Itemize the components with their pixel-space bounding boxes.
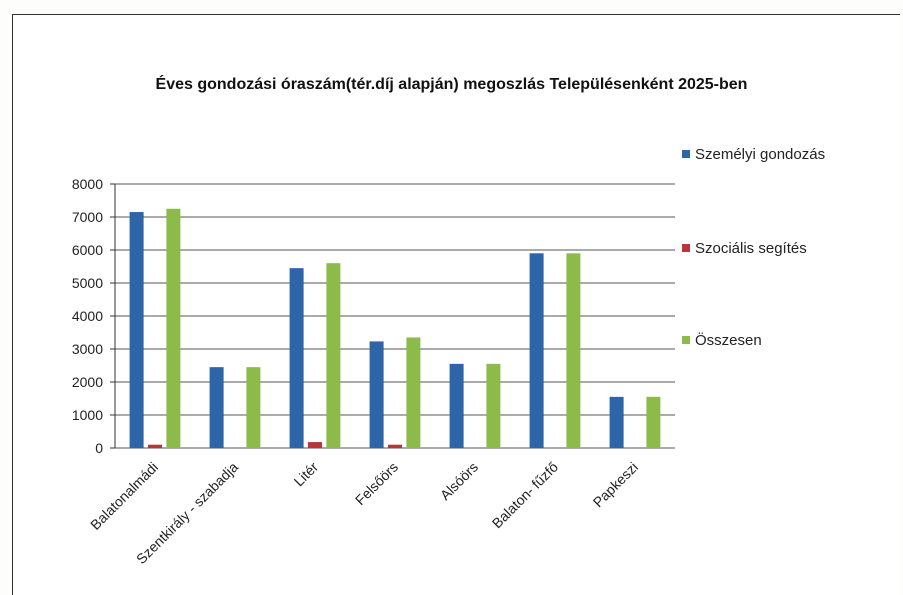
y-tick-label: 4000 <box>72 308 103 324</box>
legend-label-szocialis: Szociális segítés <box>695 240 807 257</box>
bar <box>609 396 624 448</box>
bar <box>166 208 181 448</box>
y-tick-label: 0 <box>95 440 103 456</box>
y-tick-label: 5000 <box>72 275 103 291</box>
bars <box>129 208 661 448</box>
bar <box>388 444 402 448</box>
y-axis: 0 1000 2000 3000 4000 5000 6000 7000 8000 <box>72 176 116 456</box>
legend-swatch-szemelyi <box>682 150 690 158</box>
bar <box>148 444 162 448</box>
bar <box>246 367 261 448</box>
bar <box>369 341 384 448</box>
chart-title: Éves gondozási óraszám(tér.díj alapján) … <box>155 76 748 93</box>
bar <box>646 396 661 448</box>
x-tick-label: Balaton- fűzfő <box>489 459 562 532</box>
bar <box>209 367 224 448</box>
y-tick-label: 7000 <box>72 209 103 225</box>
bar <box>129 212 144 448</box>
bar <box>406 337 421 448</box>
bar <box>566 253 581 448</box>
chart-frame <box>12 14 900 595</box>
x-tick-label: Felsőörs <box>352 459 401 508</box>
x-tick-label: Papkeszi <box>590 459 641 510</box>
y-tick-label: 6000 <box>72 242 103 258</box>
legend-item-szemelyi: Személyi gondozás <box>682 146 825 163</box>
bar <box>326 263 341 448</box>
bar <box>308 442 322 448</box>
legend-label-szemelyi: Személyi gondozás <box>695 146 826 163</box>
bar <box>449 363 464 448</box>
gridlines <box>115 183 675 449</box>
legend-label-osszesen: Összesen <box>695 332 762 349</box>
x-tick-label: Balatonalmádi <box>87 459 161 533</box>
bar <box>289 268 304 448</box>
legend-item-osszesen: Összesen <box>682 332 762 349</box>
y-tick-label: 8000 <box>72 176 103 192</box>
x-tick-label: Alsóörs <box>437 459 481 503</box>
y-tick-label: 2000 <box>72 374 103 390</box>
y-tick-label: 3000 <box>72 341 103 357</box>
x-tick-label: Litér <box>291 459 322 490</box>
legend-swatch-szocialis <box>682 244 690 252</box>
bar <box>529 253 544 448</box>
legend-item-szocialis: Szociális segítés <box>682 240 807 257</box>
bar <box>486 363 501 448</box>
legend-swatch-osszesen <box>682 336 690 344</box>
y-tick-label: 1000 <box>72 407 103 423</box>
